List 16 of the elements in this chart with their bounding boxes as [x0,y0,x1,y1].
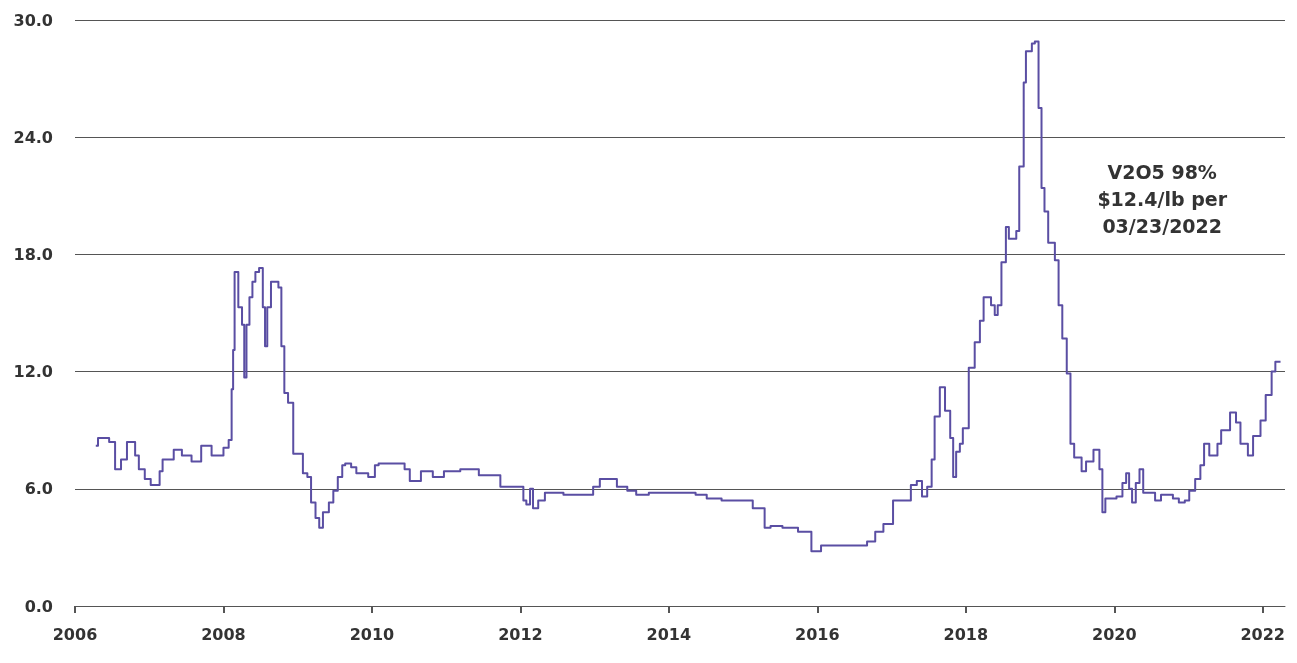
y-tick-label: 0.0 [24,596,53,616]
y-tick-label: 6.0 [24,479,53,499]
x-tick-label: 2012 [498,624,543,644]
x-tick-label: 2010 [349,624,395,644]
y-tick-label: 18.0 [13,244,53,264]
x-tick-label: 2008 [201,624,246,644]
y-tick-label: 12.0 [13,362,53,382]
annotation: V2O5 98% $12.4/lb per 03/23/2022 [1097,160,1228,237]
y-tick-label: 30.0 [13,10,53,30]
x-tick-label: 2022 [1240,624,1285,644]
y-tick-label: 24.0 [13,127,53,147]
x-tick-label: 2014 [646,624,692,644]
x-tick-label: 2020 [1092,624,1137,644]
x-tick-label: 2006 [52,624,98,644]
x-tick-label: 2016 [795,624,840,644]
x-tick-label: 2018 [943,624,989,644]
